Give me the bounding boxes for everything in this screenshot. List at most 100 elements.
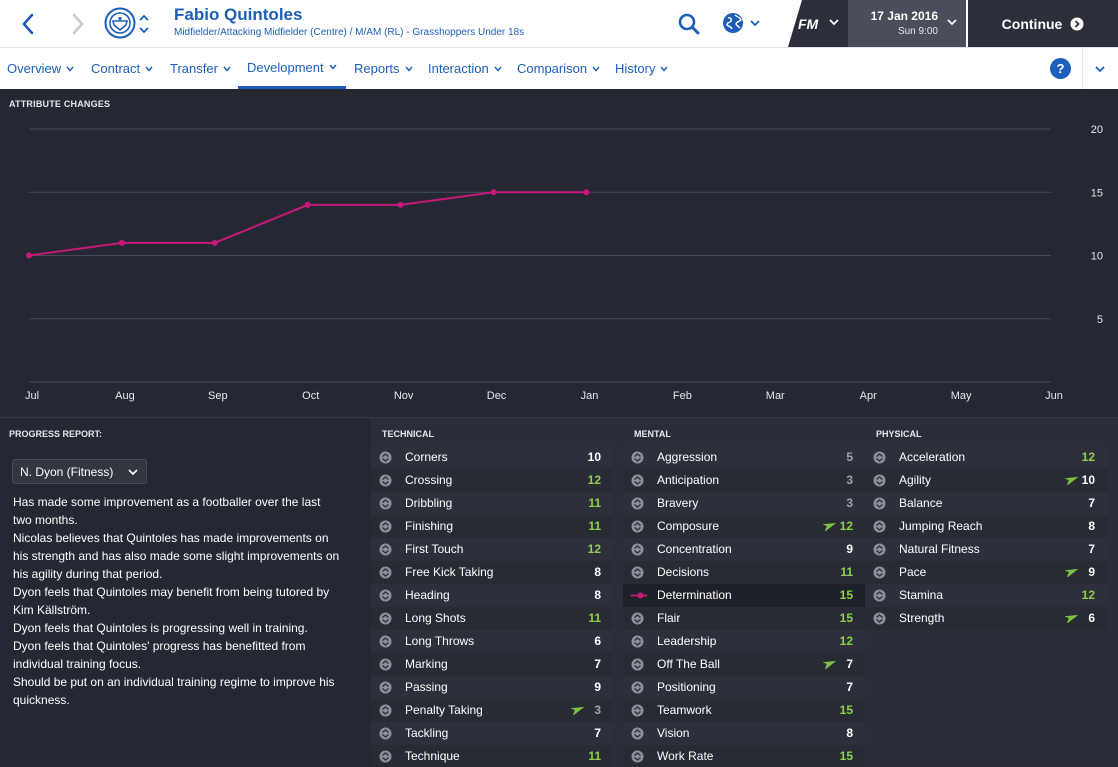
attribute-row-natural-fitness[interactable]: Natural Fitness 7	[865, 538, 1107, 561]
toggle-circle-icon[interactable]	[873, 589, 886, 602]
attribute-row-tackling[interactable]: Tackling 7	[371, 722, 613, 745]
help-button[interactable]: ?	[1050, 58, 1071, 79]
attribute-row-teamwork[interactable]: Teamwork 15	[623, 699, 865, 722]
forward-button[interactable]	[64, 8, 92, 40]
toggle-circle-icon[interactable]	[379, 704, 392, 717]
attribute-row-finishing[interactable]: Finishing 11	[371, 515, 613, 538]
attribute-row-acceleration[interactable]: Acceleration 12	[865, 446, 1107, 469]
toggle-circle-icon[interactable]	[631, 681, 644, 694]
club-badge-icon[interactable]	[104, 7, 136, 39]
toggle-circle-icon[interactable]	[379, 474, 392, 487]
date-selector[interactable]: 17 Jan 2016 Sun 9:00	[848, 0, 966, 47]
attribute-row-heading[interactable]: Heading 8	[371, 584, 613, 607]
attribute-row-first-touch[interactable]: First Touch 12	[371, 538, 613, 561]
toggle-circle-icon[interactable]	[873, 612, 886, 625]
toggle-circle-icon[interactable]	[631, 566, 644, 579]
toggle-circle-icon[interactable]	[631, 635, 644, 648]
toggle-circle-icon[interactable]	[631, 704, 644, 717]
data-point[interactable]	[490, 189, 497, 196]
toggle-circle-icon[interactable]	[379, 612, 392, 625]
toggle-circle-icon[interactable]	[873, 543, 886, 556]
attribute-value: 8	[846, 726, 853, 740]
attribute-row-decisions[interactable]: Decisions 11	[623, 561, 865, 584]
attribute-row-pace[interactable]: Pace 9	[865, 561, 1107, 584]
attribute-row-leadership[interactable]: Leadership 12	[623, 630, 865, 653]
data-point[interactable]	[118, 239, 125, 246]
data-point[interactable]	[26, 252, 32, 259]
toggle-circle-icon[interactable]	[379, 543, 392, 556]
toggle-circle-icon[interactable]	[873, 497, 886, 510]
data-point[interactable]	[211, 239, 218, 246]
attribute-row-aggression[interactable]: Aggression 5	[623, 446, 865, 469]
attribute-row-passing[interactable]: Passing 9	[371, 676, 613, 699]
attribute-row-long-shots[interactable]: Long Shots 11	[371, 607, 613, 630]
attribute-row-balance[interactable]: Balance 7	[865, 492, 1107, 515]
toggle-circle-icon[interactable]	[873, 451, 886, 464]
toggle-circle-icon[interactable]	[379, 727, 392, 740]
club-switch-chevrons-icon[interactable]	[137, 10, 151, 38]
fm-logo-button[interactable]: FM	[788, 0, 848, 47]
tab-overview[interactable]: Overview	[7, 48, 74, 89]
attribute-row-stamina[interactable]: Stamina 12	[865, 584, 1107, 607]
tab-history[interactable]: History	[615, 48, 668, 89]
tab-development[interactable]: Development	[238, 48, 346, 89]
toggle-circle-icon[interactable]	[379, 681, 392, 694]
attribute-row-anticipation[interactable]: Anticipation 3	[623, 469, 865, 492]
globe-icon[interactable]	[720, 9, 762, 37]
toggle-circle-icon[interactable]	[631, 750, 644, 763]
attribute-row-bravery[interactable]: Bravery 3	[623, 492, 865, 515]
attribute-row-vision[interactable]: Vision 8	[623, 722, 865, 745]
search-icon[interactable]	[676, 11, 702, 37]
toggle-circle-icon[interactable]	[631, 497, 644, 510]
attribute-row-positioning[interactable]: Positioning 7	[623, 676, 865, 699]
toggle-circle-icon[interactable]	[631, 474, 644, 487]
attribute-row-jumping-reach[interactable]: Jumping Reach 8	[865, 515, 1107, 538]
toggle-circle-icon[interactable]	[631, 543, 644, 556]
toggle-circle-icon[interactable]	[379, 589, 392, 602]
coach-select[interactable]: N. Dyon (Fitness)	[12, 459, 147, 484]
chevron-down-icon[interactable]	[1094, 64, 1106, 74]
data-point[interactable]	[304, 201, 311, 208]
toggle-circle-icon[interactable]	[631, 727, 644, 740]
toggle-circle-icon[interactable]	[631, 520, 644, 533]
attribute-row-work-rate[interactable]: Work Rate 15	[623, 745, 865, 767]
back-button[interactable]	[14, 8, 42, 40]
toggle-circle-icon[interactable]	[873, 520, 886, 533]
toggle-circle-icon[interactable]	[379, 497, 392, 510]
toggle-circle-icon[interactable]	[873, 566, 886, 579]
attribute-row-long-throws[interactable]: Long Throws 6	[371, 630, 613, 653]
attribute-value: 15	[839, 588, 853, 602]
attribute-row-dribbling[interactable]: Dribbling 11	[371, 492, 613, 515]
attribute-row-penalty-taking[interactable]: Penalty Taking 3	[371, 699, 613, 722]
tab-comparison[interactable]: Comparison	[517, 48, 600, 89]
toggle-circle-icon[interactable]	[873, 474, 886, 487]
toggle-circle-icon[interactable]	[631, 451, 644, 464]
data-point[interactable]	[583, 189, 590, 196]
attribute-row-agility[interactable]: Agility 10	[865, 469, 1107, 492]
attribute-row-technique[interactable]: Technique 11	[371, 745, 613, 767]
tab-interaction[interactable]: Interaction	[428, 48, 502, 89]
attribute-row-marking[interactable]: Marking 7	[371, 653, 613, 676]
toggle-circle-icon[interactable]	[379, 635, 392, 648]
tab-transfer[interactable]: Transfer	[170, 48, 231, 89]
attribute-row-crossing[interactable]: Crossing 12	[371, 469, 613, 492]
data-point[interactable]	[397, 201, 404, 208]
attribute-row-off-the-ball[interactable]: Off The Ball 7	[623, 653, 865, 676]
attribute-row-composure[interactable]: Composure 12	[623, 515, 865, 538]
toggle-circle-icon[interactable]	[379, 520, 392, 533]
toggle-circle-icon[interactable]	[631, 658, 644, 671]
attribute-row-determination[interactable]: Determination 15	[623, 584, 865, 607]
tab-reports[interactable]: Reports	[354, 48, 413, 89]
attribute-row-free-kick-taking[interactable]: Free Kick Taking 8	[371, 561, 613, 584]
tab-contract[interactable]: Contract	[91, 48, 153, 89]
attribute-row-concentration[interactable]: Concentration 9	[623, 538, 865, 561]
attribute-row-corners[interactable]: Corners 10	[371, 446, 613, 469]
attribute-row-strength[interactable]: Strength 6	[865, 607, 1107, 630]
toggle-circle-icon[interactable]	[379, 451, 392, 464]
continue-button[interactable]: Continue	[968, 0, 1118, 47]
toggle-circle-icon[interactable]	[379, 750, 392, 763]
toggle-circle-icon[interactable]	[631, 612, 644, 625]
toggle-circle-icon[interactable]	[379, 658, 392, 671]
toggle-circle-icon[interactable]	[379, 566, 392, 579]
attribute-row-flair[interactable]: Flair 15	[623, 607, 865, 630]
